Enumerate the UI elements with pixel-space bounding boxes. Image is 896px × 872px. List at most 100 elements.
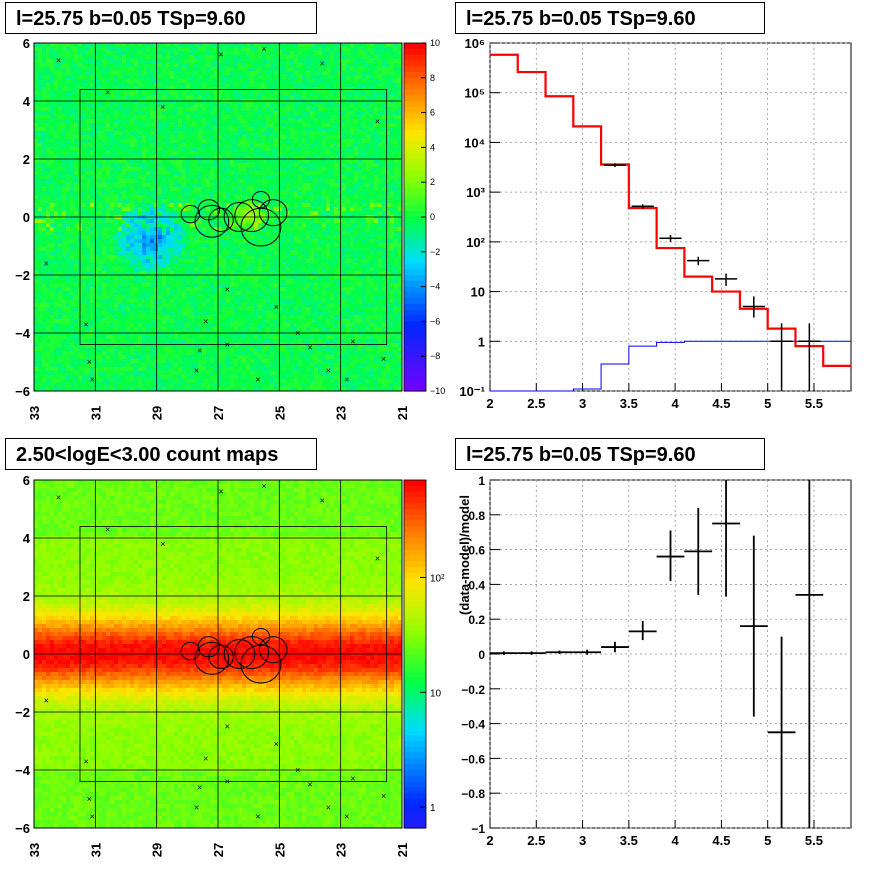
colorbar: 10² 10 1 bbox=[403, 479, 445, 829]
y-tick-label: 0 bbox=[23, 647, 30, 662]
x-tick-label: 2.5 bbox=[527, 396, 545, 411]
source-marker: × bbox=[105, 87, 110, 97]
source-marker: × bbox=[90, 374, 95, 384]
source-circle bbox=[234, 199, 270, 233]
x-tick-label: 31 bbox=[88, 406, 103, 420]
colorbar-label: 8 bbox=[430, 73, 435, 83]
x-tick-label: 23 bbox=[334, 406, 349, 420]
colorbar-label: 4 bbox=[430, 142, 435, 152]
source-marker: × bbox=[105, 524, 110, 534]
source-circle bbox=[251, 627, 271, 646]
map-grid-lines bbox=[33, 42, 403, 392]
source-marker: × bbox=[350, 774, 355, 784]
source-marker: × bbox=[375, 553, 380, 563]
y-tick-label: −2 bbox=[15, 268, 30, 283]
y-tick-label: 4 bbox=[23, 94, 31, 109]
colorbar-label: 0 bbox=[430, 212, 435, 222]
x-tick-label: 4 bbox=[672, 833, 680, 848]
y-tick-label: 0.4 bbox=[468, 578, 485, 592]
y-tick-label: 0.2 bbox=[468, 613, 485, 627]
map-pixels bbox=[34, 480, 402, 828]
y-tick-label: 1 bbox=[478, 474, 485, 488]
x-tick-label: 33 bbox=[27, 843, 42, 857]
source-marker: × bbox=[261, 481, 266, 491]
source-circle bbox=[223, 639, 256, 669]
spectrum-frame bbox=[489, 42, 852, 392]
y-tick-label: 6 bbox=[23, 36, 30, 51]
source-circle bbox=[240, 207, 282, 247]
source-circle bbox=[197, 636, 221, 658]
spectrum-panel: 2 2.5 3 3.5 4 4.5 5 5.5 10⁻¹ 1 10 10² 10³ 10⁴ 10⁵ 10⁶ bbox=[459, 36, 852, 411]
source-marker: × bbox=[197, 782, 202, 792]
residual-map-title: l=25.75 b=0.05 TSp=9.60 bbox=[5, 2, 317, 34]
source-circle bbox=[258, 636, 288, 664]
model-total-line bbox=[490, 53, 851, 367]
colorbar-label: 10² bbox=[430, 573, 445, 584]
y-tick-label: 10 bbox=[471, 285, 485, 300]
source-circle bbox=[234, 636, 270, 669]
source-circle bbox=[197, 199, 221, 221]
y-tick-label: −4 bbox=[15, 326, 31, 341]
region-of-interest-box bbox=[79, 526, 388, 783]
colorbar-label: −10 bbox=[430, 386, 445, 396]
source-marker: × bbox=[350, 337, 355, 347]
x-tick-label: 27 bbox=[211, 406, 226, 420]
x-tick-label: 4.5 bbox=[712, 833, 730, 848]
y-tick-label: 10⁵ bbox=[464, 86, 485, 101]
source-marker: × bbox=[307, 343, 312, 353]
y-tick-label: 10³ bbox=[466, 185, 485, 200]
residual-ratio-title: l=25.75 b=0.05 TSp=9.60 bbox=[455, 438, 765, 470]
x-tick-label: 25 bbox=[272, 406, 287, 420]
y-tick-label: −0.8 bbox=[461, 787, 485, 801]
source-marker: × bbox=[44, 258, 49, 268]
x-tick-label: 23 bbox=[334, 843, 349, 857]
x-tick-label: 29 bbox=[150, 406, 165, 420]
x-tick-label: 21 bbox=[395, 406, 410, 420]
x-tick-label: 3.5 bbox=[620, 396, 638, 411]
x-tick-label: 2 bbox=[486, 396, 493, 411]
source-circle bbox=[194, 204, 230, 238]
x-tick-label: 25 bbox=[272, 843, 287, 857]
ratio-grid bbox=[489, 479, 851, 829]
x-tick-label: 5 bbox=[764, 396, 771, 411]
source-marker: × bbox=[307, 780, 312, 790]
source-marker: × bbox=[320, 58, 325, 68]
source-marker: × bbox=[87, 357, 92, 367]
source-marker: × bbox=[56, 492, 61, 502]
y-tick-label: 10⁴ bbox=[464, 135, 485, 150]
source-marker: × bbox=[197, 345, 202, 355]
source-marker: × bbox=[381, 791, 386, 801]
x-tick-label: 3 bbox=[579, 396, 586, 411]
source-marker: × bbox=[203, 316, 208, 326]
x-tick-label: 21 bbox=[395, 843, 410, 857]
y-tick-label: 0 bbox=[478, 648, 485, 662]
colorbar-label: −6 bbox=[430, 316, 440, 326]
colorbar-frame bbox=[403, 479, 427, 829]
y-tick-label: 6 bbox=[23, 473, 30, 488]
source-marker: × bbox=[225, 722, 230, 732]
source-marker: × bbox=[375, 116, 380, 126]
source-marker: × bbox=[255, 374, 260, 384]
y-tick-label: 10⁶ bbox=[465, 36, 485, 51]
x-tick-label: 3 bbox=[579, 833, 586, 848]
source-marker: × bbox=[90, 811, 95, 821]
y-tick-label: −0.2 bbox=[461, 683, 485, 697]
source-marker: × bbox=[320, 495, 325, 505]
y-axis-label: (data-model)/model bbox=[457, 495, 472, 615]
y-tick-label: 2 bbox=[23, 589, 30, 604]
source-marker: × bbox=[344, 811, 349, 821]
y-tick-label: −6 bbox=[15, 384, 30, 399]
source-marker: × bbox=[225, 340, 230, 350]
source-model-line bbox=[490, 340, 851, 392]
source-marker: × bbox=[295, 765, 300, 775]
y-tick-label: −2 bbox=[15, 705, 30, 720]
x-tick-label: 4.5 bbox=[712, 396, 730, 411]
source-marker: × bbox=[44, 695, 49, 705]
colorbar-label: 10 bbox=[430, 688, 442, 699]
x-tick-label: 29 bbox=[150, 843, 165, 857]
source-marker: × bbox=[225, 777, 230, 787]
source-marker: × bbox=[218, 487, 223, 497]
colorbar-label: −2 bbox=[430, 247, 440, 257]
source-marker: × bbox=[261, 44, 266, 54]
